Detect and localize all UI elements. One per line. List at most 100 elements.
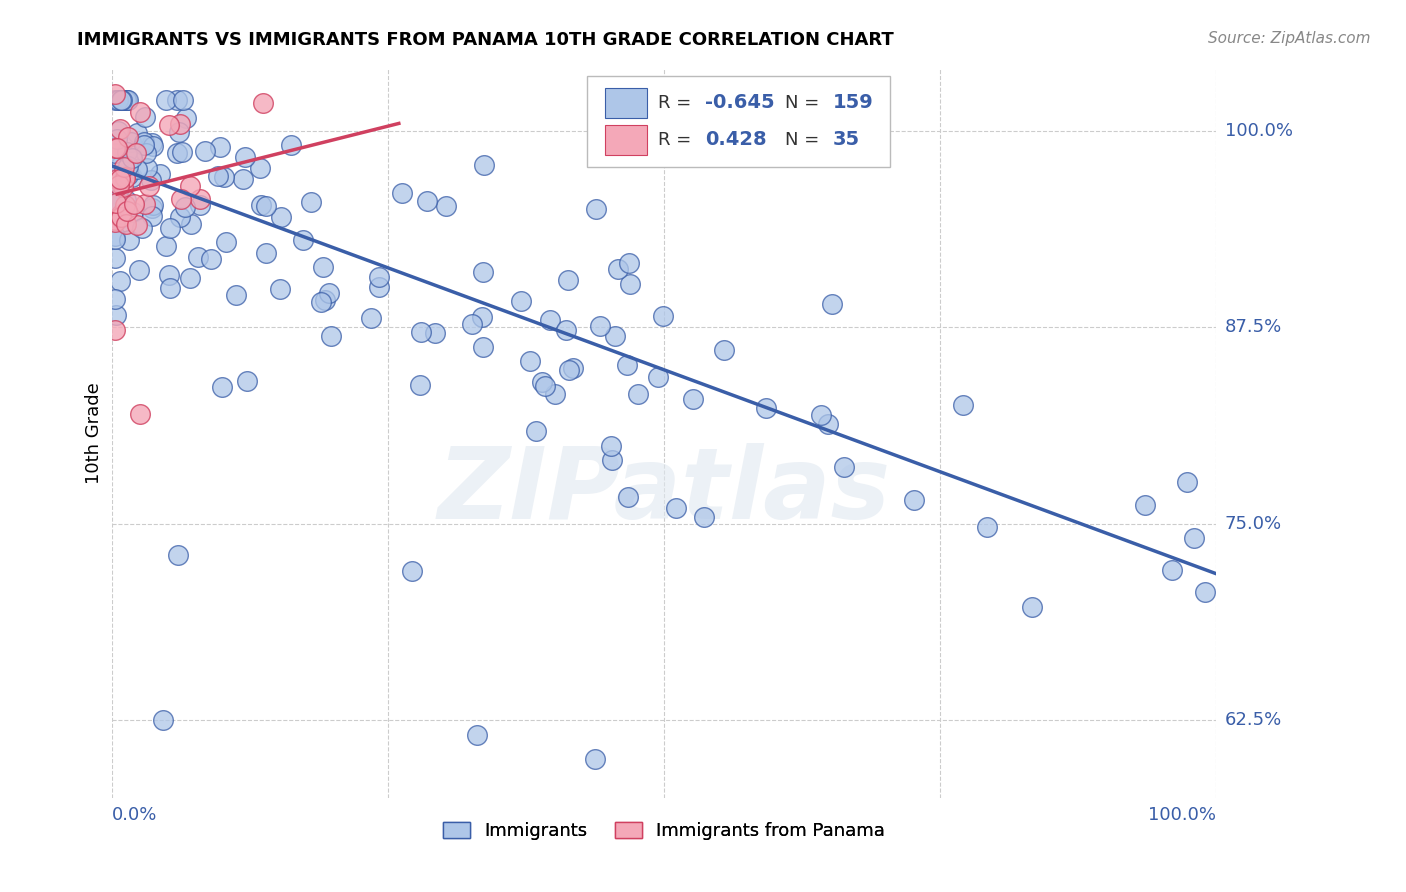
Point [209,140,232,154]
Text: R =: R = [658,94,697,112]
Point [121,151,143,165]
Point [115,93,138,107]
Point [149,167,172,181]
FancyBboxPatch shape [606,125,647,155]
Point [647,370,669,384]
Y-axis label: 10th Grade: 10th Grade [86,383,103,484]
Point [211,380,233,394]
Point [104,308,127,322]
Point [122,197,145,211]
Point [627,387,650,401]
Point [128,263,150,277]
Point [557,363,579,377]
Point [108,191,131,205]
Point [299,195,322,210]
Point [368,269,391,284]
Point [314,293,336,308]
Point [600,452,623,467]
Point [108,180,131,194]
Point [172,93,194,107]
Point [107,93,129,107]
Point [460,317,482,331]
Point [544,387,567,401]
Text: ZIPatlas: ZIPatlas [437,443,890,541]
Text: IMMIGRANTS VS IMMIGRANTS FROM PANAMA 10TH GRADE CORRELATION CHART: IMMIGRANTS VS IMMIGRANTS FROM PANAMA 10T… [77,31,894,49]
Point [510,293,533,308]
Text: 35: 35 [832,130,860,149]
Point [976,520,998,534]
Point [111,93,134,107]
Point [583,752,606,766]
Text: R =: R = [658,131,697,149]
Point [170,192,193,206]
FancyBboxPatch shape [606,87,647,119]
Point [585,202,607,216]
Point [619,277,641,291]
Point [105,194,128,208]
Point [225,288,247,302]
Point [187,251,209,265]
Point [142,198,165,212]
Text: 75.0%: 75.0% [1225,515,1282,533]
Point [110,93,132,107]
Point [122,205,145,219]
Text: 0.0%: 0.0% [111,806,157,824]
Point [104,232,127,246]
Point [423,326,446,340]
Point [110,174,132,188]
Point [589,319,612,334]
Point [124,146,146,161]
Point [232,172,254,186]
Point [104,229,127,244]
Point [157,268,180,282]
Point [471,310,494,324]
Point [603,328,626,343]
Point [108,273,131,287]
Point [832,459,855,474]
Point [555,323,578,337]
Point [190,198,212,212]
Point [524,424,547,438]
Point [110,211,132,225]
Point [104,215,127,229]
Point [810,408,832,422]
Point [104,194,127,208]
Point [1175,475,1198,490]
Point [176,112,198,126]
Point [166,146,188,161]
Point [135,161,157,176]
Point [127,126,149,140]
Point [434,199,457,213]
Point [270,210,292,224]
Point [166,93,188,107]
Point [134,111,156,125]
Point [104,213,127,227]
Point [105,141,128,155]
Point [311,294,333,309]
Point [107,124,129,138]
Text: N =: N = [786,131,825,149]
Point [155,93,177,107]
Point [1135,498,1157,512]
Point [616,358,638,372]
Point [125,162,148,177]
Point [562,361,585,376]
Text: 159: 159 [832,94,873,112]
Text: 62.5%: 62.5% [1225,711,1282,729]
Point [254,199,277,213]
Point [952,398,974,412]
Point [104,168,127,182]
Point [132,138,155,153]
Point [596,112,619,127]
Point [360,310,382,325]
Point [179,271,201,285]
Point [132,135,155,149]
Point [821,296,844,310]
Point [131,221,153,235]
Point [1194,585,1216,599]
Legend: Immigrants, Immigrants from Panama: Immigrants, Immigrants from Panama [443,822,884,840]
Point [368,280,391,294]
Point [117,168,139,182]
Point [1021,600,1043,615]
Point [391,186,413,200]
